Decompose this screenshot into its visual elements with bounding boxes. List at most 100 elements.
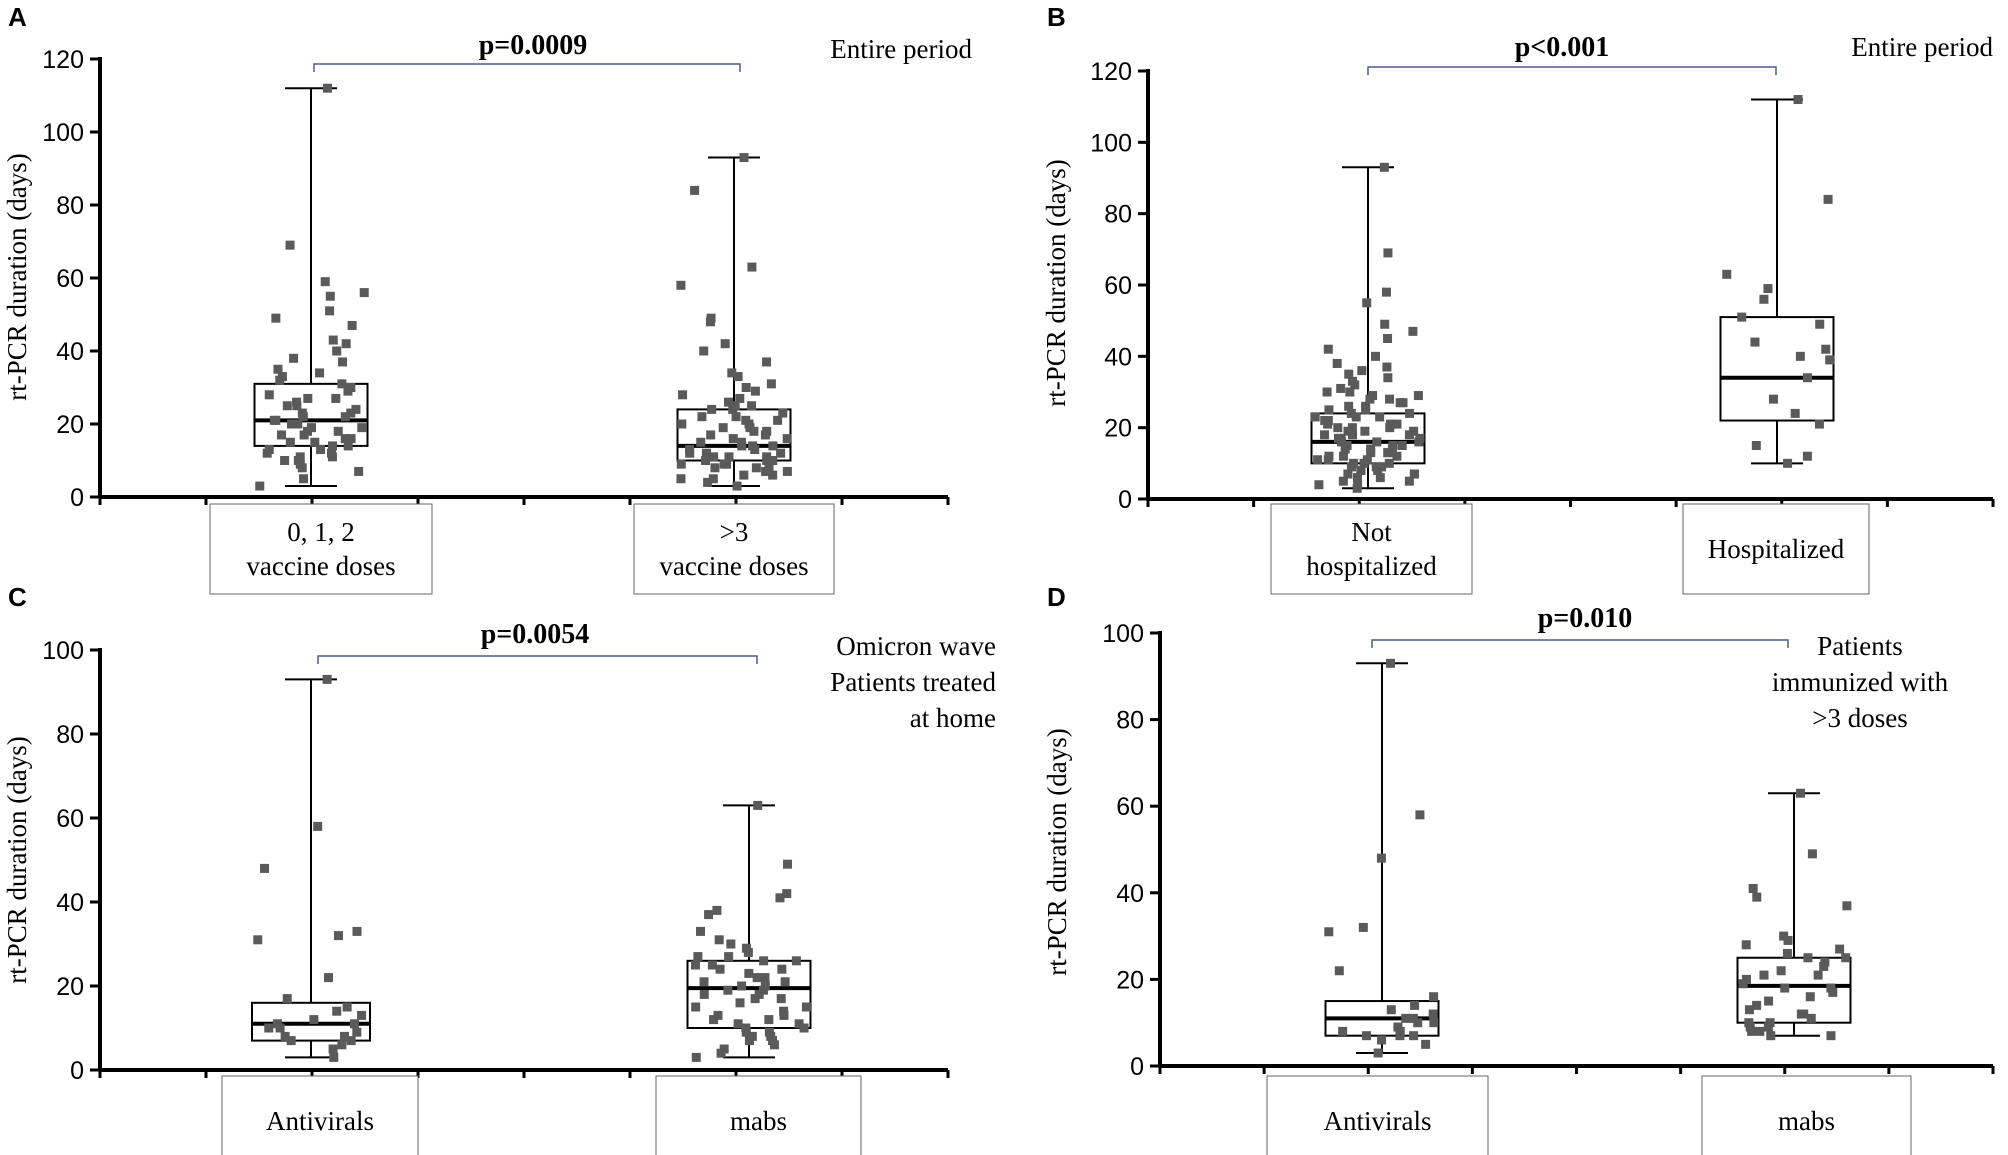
data-point <box>339 1031 349 1041</box>
data-point <box>696 926 706 936</box>
data-point <box>710 463 720 473</box>
data-point <box>776 448 786 458</box>
data-point <box>723 397 733 407</box>
y-tick-label: 60 <box>1116 793 1144 821</box>
group-0: Not hospitalized <box>1270 162 1473 595</box>
data-point <box>262 448 272 458</box>
y-tick-label: 40 <box>1116 880 1144 908</box>
data-point <box>696 437 706 447</box>
data-point <box>706 430 716 440</box>
data-point <box>1343 426 1353 436</box>
data-point <box>1375 412 1385 422</box>
category-label-box <box>1682 503 1870 595</box>
data-point <box>1384 458 1394 468</box>
data-point <box>709 452 719 462</box>
data-point <box>1776 966 1786 976</box>
data-point <box>275 1023 285 1033</box>
data-point <box>768 441 778 451</box>
data-point <box>773 415 783 425</box>
data-point <box>1352 473 1362 483</box>
data-point <box>760 973 770 983</box>
data-point <box>747 401 757 411</box>
data-point <box>357 423 367 433</box>
data-point <box>280 456 290 465</box>
data-point <box>315 368 325 378</box>
data-point <box>359 288 369 298</box>
data-point <box>352 1027 362 1037</box>
data-point <box>1350 380 1360 390</box>
data-point <box>1345 387 1355 397</box>
data-point <box>1358 922 1368 932</box>
data-point <box>690 960 700 970</box>
category-label: >3 <box>720 517 749 547</box>
data-point <box>280 1031 290 1041</box>
data-point <box>1807 849 1817 859</box>
data-point <box>328 335 338 345</box>
data-point <box>762 456 772 465</box>
data-point <box>1764 996 1774 1006</box>
data-point <box>285 240 295 250</box>
data-point <box>727 368 737 378</box>
significance-bracket <box>1367 66 1777 75</box>
data-point <box>782 889 792 899</box>
data-point <box>1747 1026 1757 1036</box>
data-point <box>357 1010 367 1020</box>
data-point <box>769 1040 779 1050</box>
data-point <box>293 419 303 429</box>
data-point <box>1352 483 1362 493</box>
panel-note: Omicron wave <box>836 631 996 661</box>
data-point <box>1313 455 1323 465</box>
data-point <box>1819 961 1829 971</box>
category-label: hospitalized <box>1306 551 1437 581</box>
y-tick-label: 0 <box>70 484 84 512</box>
data-point <box>1323 419 1333 429</box>
category-label: Antivirals <box>1324 1106 1432 1136</box>
data-point <box>1324 405 1334 415</box>
data-point <box>1385 394 1395 404</box>
data-point <box>1802 373 1812 383</box>
data-point <box>1370 351 1380 361</box>
data-point <box>735 393 745 403</box>
data-point <box>299 430 309 440</box>
data-point <box>299 474 309 484</box>
data-point <box>709 1015 719 1025</box>
y-tick-label: 20 <box>1104 415 1132 443</box>
data-point <box>1375 473 1385 483</box>
data-point <box>733 372 743 382</box>
data-point <box>1351 412 1361 422</box>
data-point <box>1738 979 1748 989</box>
data-point <box>728 434 738 444</box>
data-point <box>1793 95 1803 105</box>
category-label-box <box>1270 503 1473 595</box>
data-point <box>1835 944 1845 954</box>
data-point <box>780 977 790 987</box>
p-value: p<0.001 <box>1515 32 1610 63</box>
data-point <box>739 470 749 480</box>
data-point <box>777 964 787 974</box>
data-point <box>1332 358 1342 368</box>
data-point <box>337 1040 347 1050</box>
category-label-box <box>633 503 835 595</box>
data-point <box>329 1052 339 1062</box>
data-point <box>759 956 769 966</box>
panel-note: at home <box>910 703 996 733</box>
data-point <box>1323 344 1333 354</box>
data-point <box>1744 1005 1754 1015</box>
category-label-box <box>1701 1075 1912 1155</box>
data-point <box>1365 394 1375 404</box>
data-point <box>726 939 736 949</box>
panel-letter: A <box>8 2 27 32</box>
data-point <box>1795 788 1805 798</box>
data-point <box>322 83 332 93</box>
data-point <box>1826 1031 1836 1041</box>
box-iqr <box>1736 956 1852 1024</box>
data-point <box>1823 194 1833 204</box>
data-point <box>346 1036 356 1046</box>
panel-letter: B <box>1047 2 1066 32</box>
data-point <box>718 423 728 433</box>
data-point <box>271 313 281 323</box>
category-label-box <box>209 503 433 595</box>
data-point <box>690 185 700 195</box>
panel-B: B 0 20 40 60 80 100 120 rt-PCR duration (days) p<… <box>1041 2 1995 595</box>
